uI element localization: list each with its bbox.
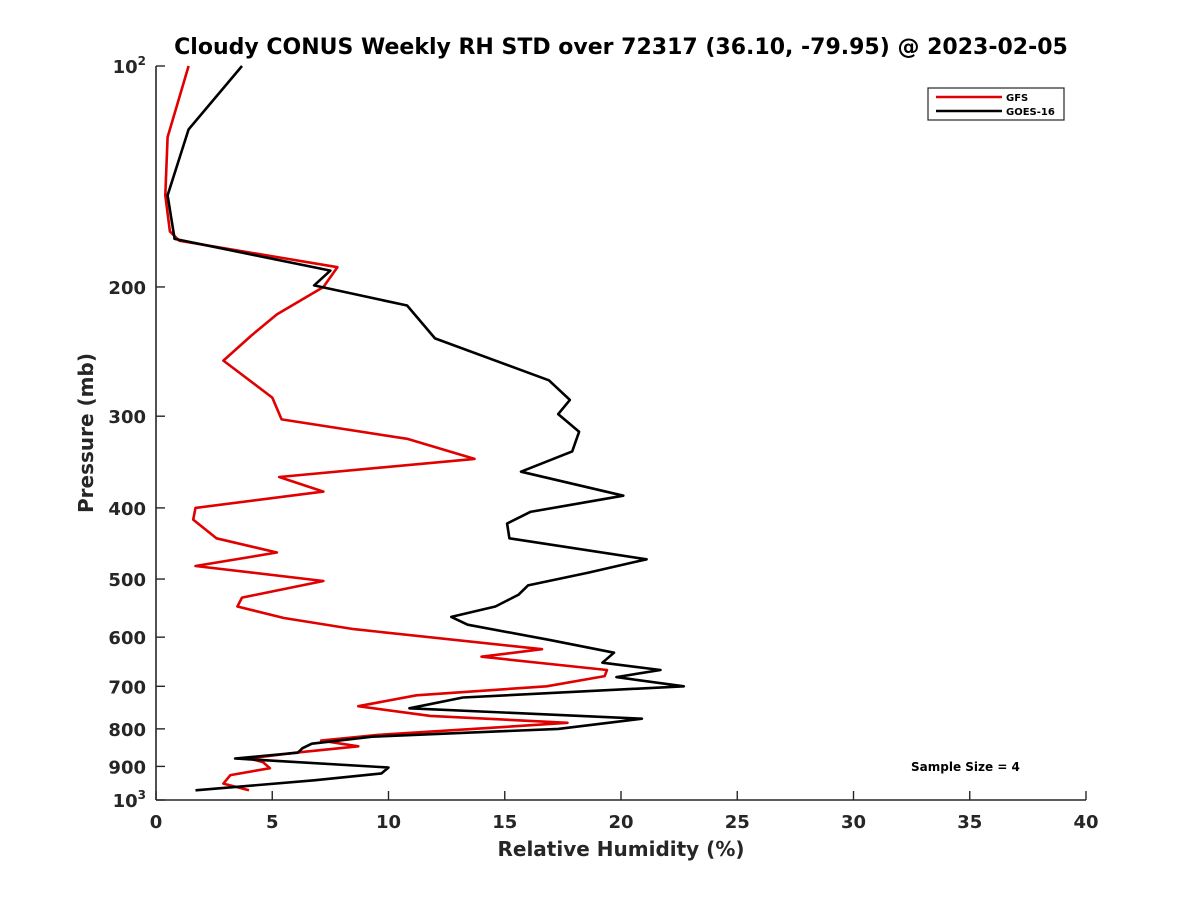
y-tick-base: 10 xyxy=(113,57,138,78)
y-tick-label: 600 xyxy=(108,628,146,649)
x-axis-ticks: 0 5 10 15 20 25 30 35 40 xyxy=(150,791,1099,833)
legend: GFS GOES-16 xyxy=(927,87,1065,121)
chart-title: Cloudy CONUS Weekly RH STD over 72317 (3… xyxy=(174,35,1068,60)
legend-label-goes16: GOES-16 xyxy=(1006,107,1055,118)
x-tick-label: 0 xyxy=(150,812,163,833)
legend-label-gfs: GFS xyxy=(1006,93,1028,104)
sample-size-annotation: Sample Size = 4 xyxy=(911,760,1020,774)
y-tick-label: 800 xyxy=(108,720,146,741)
series-line-gfs xyxy=(164,65,609,792)
y-axis-label: Pressure (mb) xyxy=(74,353,98,513)
x-tick-label: 5 xyxy=(266,812,279,833)
series-line-goes16 xyxy=(166,65,686,792)
x-tick-label: 30 xyxy=(841,812,866,833)
y-tick-label: 700 xyxy=(108,677,146,698)
y-tick-label: 500 xyxy=(108,570,146,591)
y-tick-base: 10 xyxy=(113,791,138,812)
series-lines xyxy=(164,65,686,792)
y-tick-label: 900 xyxy=(108,757,146,778)
y-tick-label: 200 xyxy=(108,278,146,299)
x-tick-label: 10 xyxy=(376,812,401,833)
x-tick-label: 40 xyxy=(1073,812,1098,833)
legend-box xyxy=(927,87,1065,121)
x-tick-label: 25 xyxy=(725,812,750,833)
y-tick-label: 400 xyxy=(108,499,146,520)
y-tick-label: 300 xyxy=(108,407,146,428)
x-axis-label: Relative Humidity (%) xyxy=(497,837,744,861)
y-tick-label: 102 xyxy=(113,54,146,78)
y-tick-exponent: 2 xyxy=(138,54,146,68)
y-tick-exponent: 3 xyxy=(138,788,146,802)
x-tick-label: 35 xyxy=(957,812,982,833)
y-tick-label: 103 xyxy=(113,788,146,812)
x-tick-label: 15 xyxy=(492,812,517,833)
plot-area: 0 5 10 15 20 25 30 35 40 10220030040050060070080… xyxy=(108,54,1098,833)
x-tick-label: 20 xyxy=(608,812,633,833)
